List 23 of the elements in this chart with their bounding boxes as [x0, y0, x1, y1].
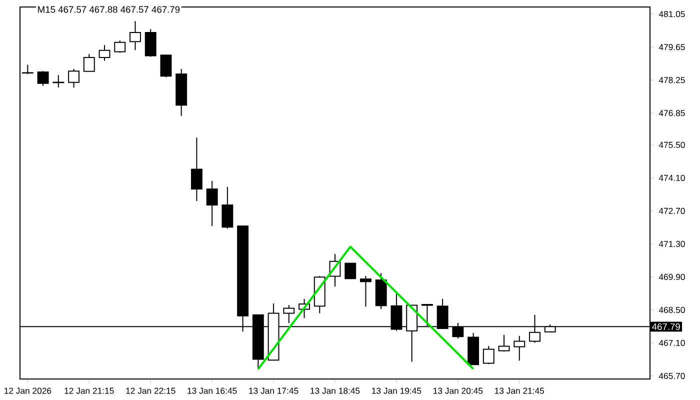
- y-tick-label: 467.10: [658, 340, 685, 346]
- x-tick-label: 13 Jan 16:45: [188, 388, 237, 394]
- y-tick-label: 478.25: [658, 77, 685, 84]
- x-tick-label: 13 Jan 17:45: [249, 388, 298, 394]
- y-tick-label: 481.05: [658, 11, 685, 18]
- x-tick-label: 12 Jan 22:15: [126, 388, 176, 394]
- chart-title: M15 467.57 467.88 467.57 467.79: [38, 6, 180, 13]
- x-tick-label: 13 Jan 18:45: [310, 388, 360, 394]
- x-tick-label: 12 Jan 21:15: [64, 388, 114, 394]
- y-tick-label: 474.10: [658, 174, 685, 181]
- y-tick-label: 465.70: [658, 372, 685, 379]
- y-tick-label: 472.70: [658, 208, 685, 214]
- x-tick-label: 13 Jan 21:45: [495, 388, 544, 394]
- y-tick-label: 468.50: [658, 306, 685, 313]
- y-tick-label: 469.90: [658, 274, 685, 280]
- x-tick-label: 12 Jan 2026: [4, 388, 52, 394]
- x-tick-label: 13 Jan 20:45: [434, 388, 483, 394]
- y-tick-label: 475.50: [658, 142, 685, 148]
- y-tick-label: 476.85: [658, 110, 685, 116]
- y-tick-label: 479.65: [658, 44, 685, 50]
- y-tick-label: 471.30: [658, 240, 685, 247]
- x-tick-label: 13 Jan 19:45: [372, 388, 422, 394]
- ref-line-label: 467.79: [652, 323, 680, 330]
